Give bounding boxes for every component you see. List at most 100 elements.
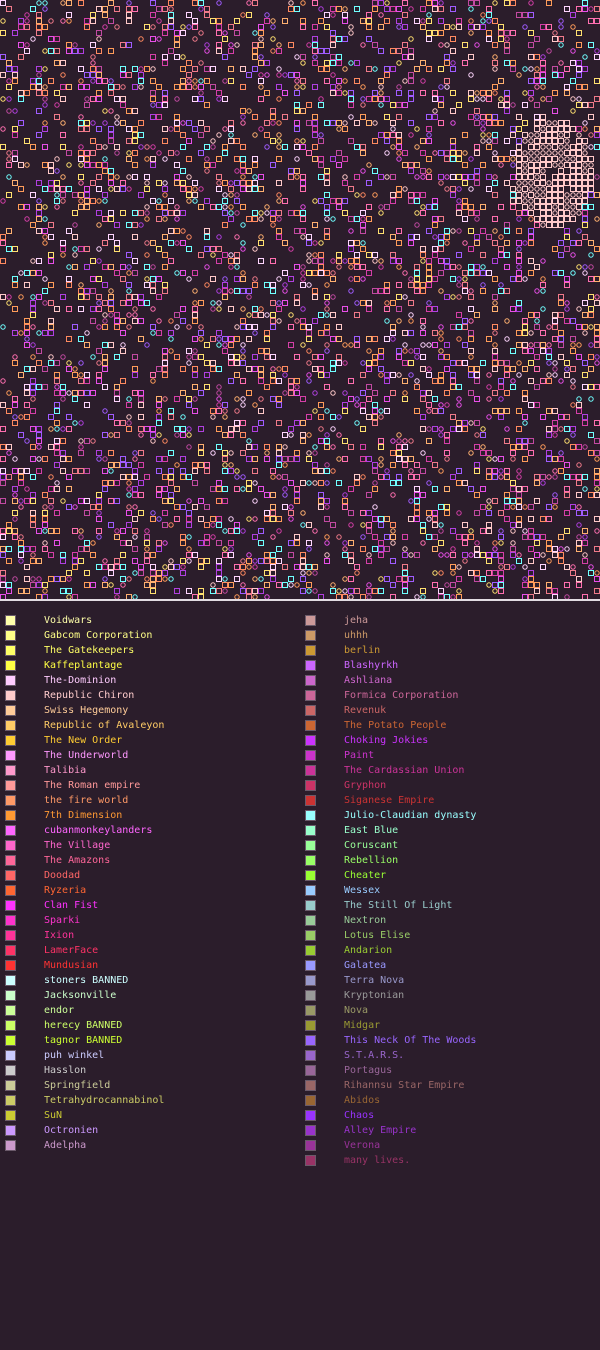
planet-tile[interactable] <box>96 528 102 534</box>
planet-tile[interactable] <box>324 228 330 234</box>
planet-tile[interactable] <box>306 540 312 546</box>
planet-tile[interactable] <box>594 474 600 480</box>
planet-tile[interactable] <box>546 342 552 348</box>
planet-tile[interactable] <box>174 162 180 168</box>
planet-tile[interactable] <box>36 528 42 534</box>
planet-tile[interactable] <box>552 192 558 198</box>
planet-tile[interactable] <box>210 408 216 414</box>
planet-tile[interactable] <box>222 546 228 552</box>
planet-tile[interactable] <box>516 12 522 18</box>
planet-tile[interactable] <box>102 78 108 84</box>
planet-tile[interactable] <box>432 114 438 120</box>
planet-tile[interactable] <box>30 444 36 450</box>
planet-tile[interactable] <box>528 534 534 540</box>
planet-tile[interactable] <box>534 192 540 198</box>
planet-tile[interactable] <box>564 66 570 72</box>
planet-tile[interactable] <box>114 462 120 468</box>
planet-tile[interactable] <box>330 120 336 126</box>
planet-tile[interactable] <box>558 156 564 162</box>
planet-tile[interactable] <box>132 306 138 312</box>
planet-tile[interactable] <box>528 570 534 576</box>
planet-tile[interactable] <box>462 552 468 558</box>
planet-tile[interactable] <box>240 174 246 180</box>
planet-tile[interactable] <box>342 438 348 444</box>
planet-tile[interactable] <box>528 438 534 444</box>
planet-tile[interactable] <box>540 96 546 102</box>
planet-tile[interactable] <box>366 396 372 402</box>
planet-tile[interactable] <box>132 258 138 264</box>
planet-tile[interactable] <box>96 198 102 204</box>
planet-tile[interactable] <box>162 510 168 516</box>
planet-tile[interactable] <box>462 522 468 528</box>
planet-tile[interactable] <box>594 294 600 300</box>
planet-tile[interactable] <box>42 330 48 336</box>
planet-tile[interactable] <box>126 174 132 180</box>
planet-tile[interactable] <box>162 138 168 144</box>
planet-tile[interactable] <box>102 264 108 270</box>
planet-tile[interactable] <box>438 216 444 222</box>
planet-tile[interactable] <box>582 510 588 516</box>
planet-tile[interactable] <box>432 216 438 222</box>
planet-tile[interactable] <box>108 342 114 348</box>
planet-tile[interactable] <box>396 474 402 480</box>
planet-tile[interactable] <box>288 168 294 174</box>
planet-tile[interactable] <box>492 588 498 594</box>
legend-item[interactable]: Doodad <box>0 870 300 885</box>
planet-tile[interactable] <box>408 198 414 204</box>
planet-tile[interactable] <box>102 324 108 330</box>
planet-tile[interactable] <box>138 480 144 486</box>
planet-tile[interactable] <box>270 570 276 576</box>
planet-tile[interactable] <box>594 126 600 132</box>
planet-tile[interactable] <box>480 270 486 276</box>
planet-tile[interactable] <box>300 306 306 312</box>
planet-tile[interactable] <box>246 486 252 492</box>
planet-tile[interactable] <box>132 6 138 12</box>
planet-tile[interactable] <box>186 588 192 594</box>
planet-tile[interactable] <box>216 258 222 264</box>
planet-tile[interactable] <box>0 456 6 462</box>
planet-tile[interactable] <box>492 342 498 348</box>
planet-tile[interactable] <box>252 246 258 252</box>
planet-tile[interactable] <box>0 0 6 6</box>
planet-tile[interactable] <box>156 420 162 426</box>
planet-tile[interactable] <box>492 582 498 588</box>
planet-tile[interactable] <box>48 486 54 492</box>
planet-tile[interactable] <box>378 132 384 138</box>
planet-tile[interactable] <box>504 180 510 186</box>
planet-tile[interactable] <box>300 0 306 6</box>
planet-tile[interactable] <box>372 486 378 492</box>
planet-tile[interactable] <box>420 390 426 396</box>
planet-tile[interactable] <box>78 390 84 396</box>
planet-tile[interactable] <box>534 366 540 372</box>
planet-tile[interactable] <box>192 312 198 318</box>
planet-tile[interactable] <box>414 408 420 414</box>
planet-tile[interactable] <box>246 108 252 114</box>
planet-tile[interactable] <box>432 306 438 312</box>
planet-tile[interactable] <box>498 252 504 258</box>
planet-tile[interactable] <box>558 120 564 126</box>
legend-item[interactable]: Rihannsu Star Empire <box>300 1080 600 1095</box>
planet-tile[interactable] <box>504 102 510 108</box>
planet-tile[interactable] <box>588 570 594 576</box>
planet-tile[interactable] <box>72 48 78 54</box>
planet-tile[interactable] <box>126 402 132 408</box>
planet-tile[interactable] <box>318 504 324 510</box>
planet-tile[interactable] <box>558 558 564 564</box>
planet-tile[interactable] <box>522 198 528 204</box>
planet-tile[interactable] <box>186 156 192 162</box>
planet-tile[interactable] <box>546 360 552 366</box>
planet-tile[interactable] <box>498 582 504 588</box>
planet-tile[interactable] <box>156 180 162 186</box>
planet-tile[interactable] <box>504 516 510 522</box>
planet-tile[interactable] <box>558 216 564 222</box>
planet-tile[interactable] <box>582 384 588 390</box>
planet-tile[interactable] <box>378 540 384 546</box>
planet-tile[interactable] <box>0 324 6 330</box>
planet-tile[interactable] <box>78 162 84 168</box>
planet-tile[interactable] <box>318 198 324 204</box>
planet-tile[interactable] <box>138 222 144 228</box>
planet-tile[interactable] <box>384 150 390 156</box>
planet-tile[interactable] <box>54 444 60 450</box>
planet-tile[interactable] <box>114 312 120 318</box>
planet-tile[interactable] <box>402 534 408 540</box>
